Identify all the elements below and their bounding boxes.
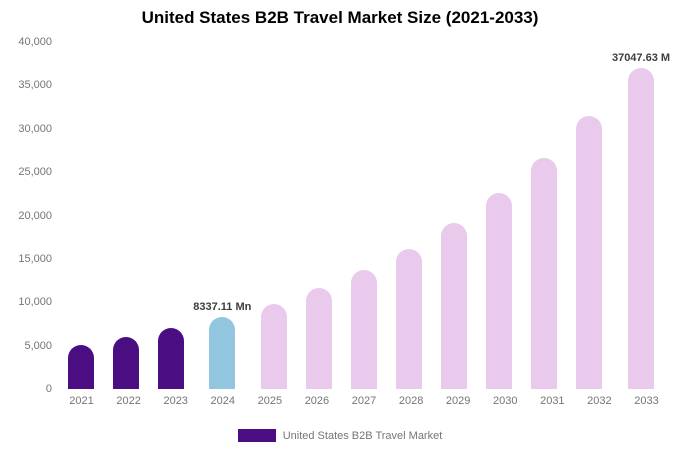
bar-column-2029: [432, 42, 477, 389]
chart-title: United States B2B Travel Market Size (20…: [141, 8, 539, 27]
bar-2032[interactable]: [576, 116, 603, 389]
x-tick-label-2031: 2031: [540, 395, 565, 407]
bar-2029[interactable]: [441, 223, 468, 389]
x-tick-label-2023: 2023: [163, 395, 188, 407]
x-tick-label-2029: 2029: [445, 395, 471, 407]
bar-2026[interactable]: [305, 288, 332, 389]
bar-column-2025: [251, 42, 296, 389]
x-tick-label-2022: 2022: [116, 395, 141, 407]
bar-column-2027: [341, 42, 386, 389]
bar-2022[interactable]: [112, 337, 139, 389]
x-axis: 2021 2022 2023 2024 2025 2026 2027 2028 2029 2030…: [58, 395, 670, 407]
y-tick-label: 15,000: [18, 252, 52, 265]
bar-2024[interactable]: [209, 316, 236, 389]
y-tick-label: 40,000: [18, 36, 52, 48]
bar-column-2032: [567, 42, 612, 389]
x-tick-label-2021: 2021: [69, 395, 94, 407]
bar-column-2023: [148, 42, 193, 389]
x-tick-label-2032: 2032: [587, 395, 612, 407]
bar-column-2030: [477, 42, 522, 389]
y-tick-label: 5,000: [24, 339, 52, 352]
bar-2023[interactable]: [157, 327, 184, 389]
bar-2030[interactable]: [486, 193, 513, 389]
bar-value-label-2033: 37047.63 M: [611, 51, 671, 64]
x-tick-label-2027: 2027: [351, 395, 377, 407]
y-tick-label: 20,000: [18, 209, 52, 222]
x-tick-label-2026: 2026: [304, 395, 330, 407]
chart-body: 0 5,000 10,000 15,000 20,000 25,000 30,000 35,0…: [10, 36, 670, 407]
y-axis: 0 5,000 10,000 15,000 20,000 25,000 30,000 35,0…: [10, 36, 58, 395]
bar-column-2033: 37047.63 M: [612, 42, 670, 389]
bar-2025[interactable]: [260, 303, 287, 389]
x-tick-label-2028: 2028: [398, 395, 424, 407]
legend[interactable]: United States B2B Travel Market: [0, 429, 680, 442]
bar-2028[interactable]: [396, 248, 423, 389]
bar-column-2026: [296, 42, 341, 389]
bar-column-2031: [522, 42, 567, 389]
y-tick-label: 35,000: [18, 79, 52, 92]
bar-2027[interactable]: [351, 270, 378, 389]
bar-2031[interactable]: [531, 158, 558, 389]
y-tick-label: 0: [45, 383, 52, 395]
bar-2021[interactable]: [67, 345, 94, 389]
y-tick-label: 10,000: [18, 296, 52, 309]
bar-column-2021: [58, 42, 103, 389]
bar-2033[interactable]: [628, 67, 654, 389]
y-tick-label: 25,000: [18, 166, 52, 179]
plot-area: 8337.11 Mn 37047.63 M: [58, 42, 670, 389]
y-tick-label: 30,000: [18, 122, 52, 135]
bar-column-2022: [103, 42, 148, 389]
legend-swatch: [237, 429, 276, 442]
x-tick-label-2024: 2024: [210, 395, 236, 407]
bar-value-label-2024: 8337.11 Mn: [193, 300, 252, 313]
x-tick-label-2033: 2033: [634, 395, 659, 407]
x-tick-label-2025: 2025: [257, 395, 283, 407]
plot-column: 8337.11 Mn 37047.63 M 2021 2022 2023 2024 202…: [58, 42, 670, 407]
bar-column-2024: 8337.11 Mn: [193, 42, 251, 389]
legend-label: United States B2B Travel Market: [282, 429, 443, 442]
bar-column-2028: [387, 42, 432, 389]
x-tick-label-2030: 2030: [493, 395, 518, 407]
